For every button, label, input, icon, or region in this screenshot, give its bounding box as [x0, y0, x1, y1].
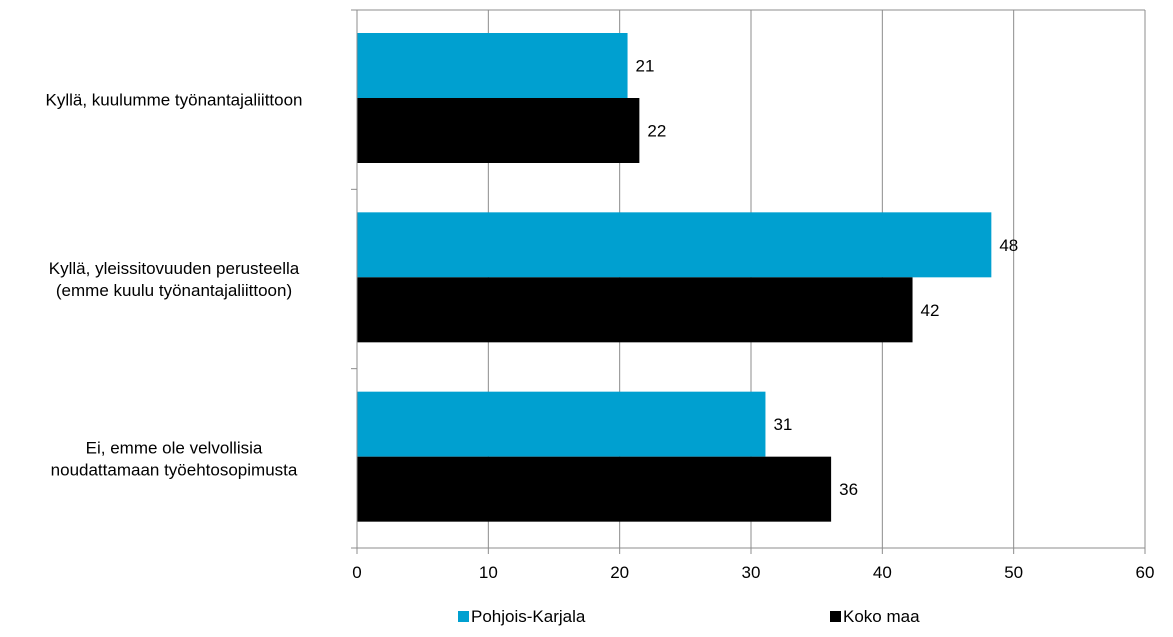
legend-swatch-pohjois-karjala [458, 611, 469, 622]
legend: Pohjois-Karjala Koko maa [458, 607, 920, 626]
bar-pohjois-karjala-0 [357, 33, 628, 98]
x-tick-label: 30 [742, 563, 761, 582]
data-label: 22 [647, 122, 666, 141]
bar-koko-maa-1 [357, 277, 913, 343]
bar-pohjois-karjala-2 [357, 391, 766, 457]
data-label: 42 [921, 301, 940, 320]
data-label: 31 [773, 415, 792, 434]
bar-koko-maa-2 [357, 456, 832, 522]
data-label: 21 [636, 57, 655, 76]
axes [351, 9, 1146, 554]
x-tick-label: 20 [610, 563, 629, 582]
data-label: 48 [999, 236, 1018, 255]
bars [357, 33, 992, 522]
x-tick-label: 60 [1136, 563, 1155, 582]
category-label: Kyllä, yleissitovuuden perusteella [49, 259, 300, 278]
x-tick-label: 40 [873, 563, 892, 582]
category-label: Kyllä, kuulumme työnantajaliittoon [45, 91, 302, 110]
x-tick-label: 0 [352, 563, 361, 582]
legend-label: Koko maa [843, 607, 920, 626]
labels: 0 10 20 30 40 50 60 21 22 Kyllä, kuulumme työnant… [45, 57, 1154, 583]
category-label: noudattamaan työehtosopimusta [51, 460, 298, 479]
category-label: Ei, emme ole velvollisia [86, 438, 263, 457]
legend-label: Pohjois-Karjala [471, 607, 586, 626]
bar-pohjois-karjala-1 [357, 212, 992, 278]
legend-swatch-koko-maa [830, 611, 841, 622]
x-tick-label: 10 [479, 563, 498, 582]
bar-koko-maa-0 [357, 98, 640, 163]
x-tick-label: 50 [1004, 563, 1023, 582]
data-label: 36 [839, 480, 858, 499]
category-label: (emme kuulu työnantajaliittoon) [56, 281, 292, 300]
